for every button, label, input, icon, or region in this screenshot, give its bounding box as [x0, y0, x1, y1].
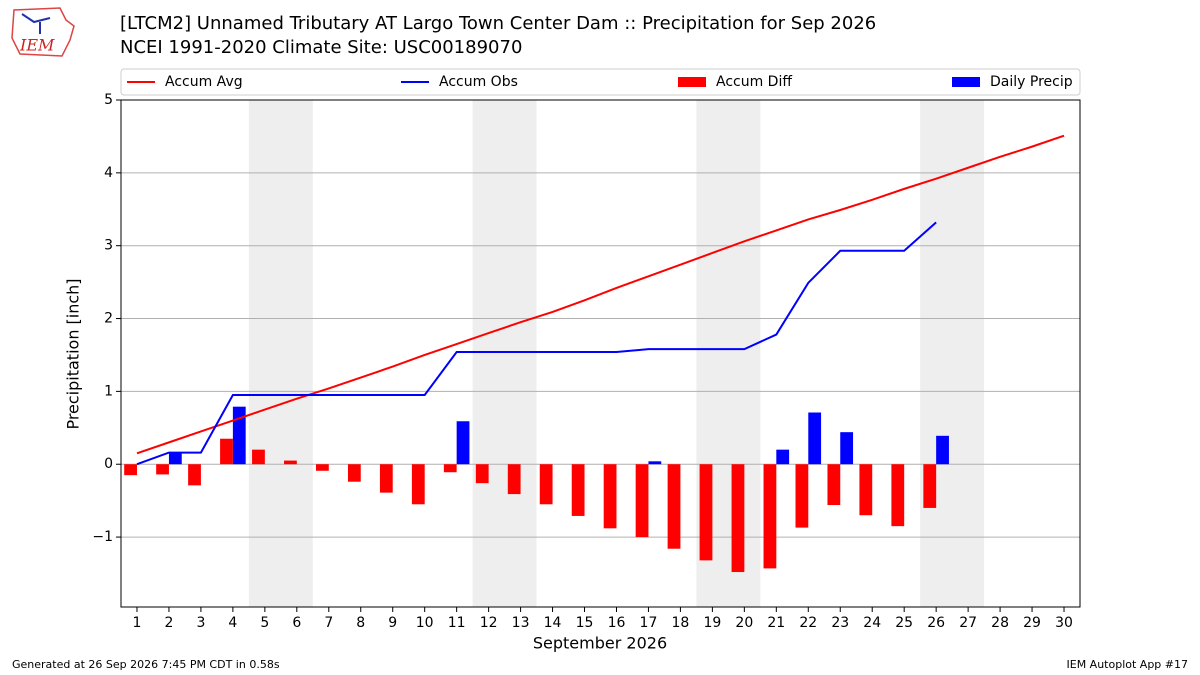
x-axis-label: September 2026 [533, 634, 667, 653]
weekend-shade [472, 100, 537, 607]
bar [168, 452, 182, 465]
bar [603, 464, 617, 529]
legend-box [120, 68, 1081, 96]
x-tick-label: 19 [703, 615, 721, 631]
x-tick-label: 2 [164, 615, 173, 631]
bar [411, 464, 425, 505]
chart-title: [LTCM2] Unnamed Tributary AT Largo Town … [120, 13, 876, 34]
bar [539, 464, 553, 505]
y-tick-label: −1 [92, 529, 113, 545]
bar [891, 464, 905, 527]
bar [776, 449, 790, 465]
legend-label: Accum Avg [165, 74, 243, 90]
x-tick-label: 20 [735, 615, 753, 631]
x-tick-label: 21 [767, 615, 785, 631]
x-tick-label: 30 [1055, 615, 1073, 631]
footer-right: IEM Autoplot App #17 [1067, 658, 1189, 671]
logo-outline [11, 7, 75, 57]
line [136, 134, 1065, 455]
x-tick-label: 1 [133, 615, 142, 631]
bar [923, 464, 937, 508]
legend-swatch [952, 77, 980, 87]
bar [808, 412, 822, 465]
bar [379, 464, 393, 493]
chart-subtitle: NCEI 1991-2020 Climate Site: USC00189070 [120, 37, 522, 58]
x-tick-label: 22 [799, 615, 817, 631]
x-tick-label: 13 [512, 615, 530, 631]
bar [507, 464, 521, 495]
logo-icon [21, 13, 51, 34]
bar [443, 464, 457, 473]
y-tick-label: 1 [104, 383, 113, 399]
bar [220, 438, 233, 465]
x-tick-label: 11 [448, 615, 466, 631]
weekend-shade [248, 100, 313, 607]
y-tick-label: 3 [104, 238, 113, 254]
x-tick-label: 18 [672, 615, 690, 631]
bar [475, 464, 489, 484]
x-tick-label: 5 [260, 615, 269, 631]
logo-text: IEM [19, 36, 55, 55]
bar [648, 461, 662, 465]
bar [571, 464, 585, 516]
y-tick-label: 2 [104, 311, 113, 327]
x-tick-label: 23 [831, 615, 849, 631]
bar [635, 464, 649, 538]
y-tick-label: 5 [104, 92, 113, 108]
y-tick-label: 4 [104, 165, 113, 181]
bar [124, 464, 137, 476]
legend-label: Accum Obs [439, 74, 518, 90]
logo: IEM [11, 7, 75, 57]
x-tick-label: 10 [416, 615, 434, 631]
bar [936, 435, 949, 465]
bar [763, 464, 777, 569]
bar [188, 464, 201, 486]
legend-swatch [678, 77, 706, 87]
bar [284, 460, 297, 465]
weekend-shade [920, 100, 985, 607]
bar [347, 464, 361, 482]
x-tick-label: 27 [959, 615, 977, 631]
x-tick-label: 8 [356, 615, 365, 631]
legend: Accum Avg Accum Obs Accum Diff Daily Precip [120, 68, 1081, 96]
x-tick-label: 12 [480, 615, 498, 631]
x-tick-label: 4 [228, 615, 237, 631]
bar [859, 464, 873, 516]
x-tick-label: 14 [544, 615, 562, 631]
x-tick-label: 6 [292, 615, 301, 631]
x-tick-label: 9 [388, 615, 397, 631]
plot-frame [120, 99, 1081, 608]
bar [731, 464, 745, 573]
line [136, 221, 937, 466]
x-tick-label: 3 [196, 615, 205, 631]
x-tick-label: 26 [927, 615, 945, 631]
bar [667, 464, 681, 549]
bar [156, 464, 169, 475]
bar [315, 464, 329, 471]
y-axis-label: Precipitation [inch] [64, 278, 83, 429]
bar [232, 406, 246, 465]
x-tick-label: 25 [895, 615, 913, 631]
x-tick-label: 7 [324, 615, 333, 631]
x-tick-label: 24 [863, 615, 881, 631]
bar [840, 432, 854, 465]
x-tick-label: 28 [991, 615, 1009, 631]
bar [456, 421, 470, 465]
x-tick-label: 15 [576, 615, 594, 631]
legend-label: Accum Diff [716, 74, 792, 90]
footer-left: Generated at 26 Sep 2026 7:45 PM CDT in … [12, 658, 280, 671]
legend-label: Daily Precip [990, 74, 1073, 90]
bar [699, 464, 713, 561]
x-tick-label: 17 [640, 615, 658, 631]
bar [252, 449, 265, 465]
x-tick-label: 16 [608, 615, 626, 631]
bar [827, 464, 841, 506]
bar [795, 464, 809, 528]
y-tick-label: 0 [104, 456, 113, 472]
x-tick-label: 29 [1023, 615, 1041, 631]
